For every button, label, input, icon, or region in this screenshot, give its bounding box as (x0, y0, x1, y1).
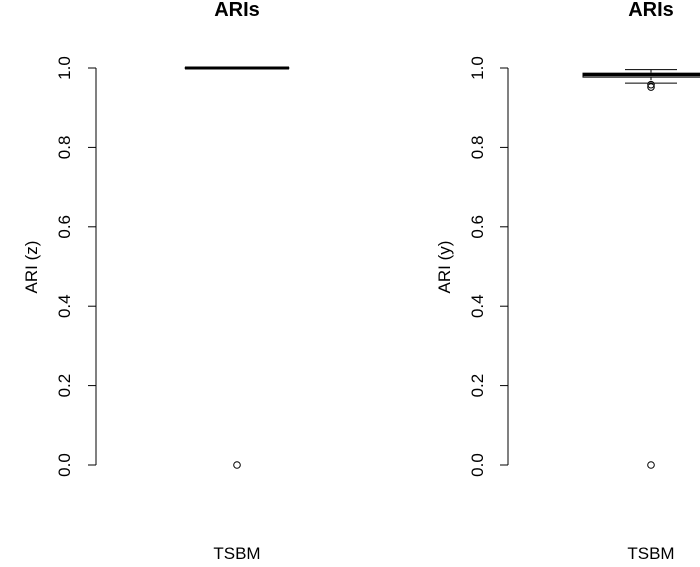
y-axis-label: ARI (y) (435, 241, 454, 294)
y-tick-label: 0.0 (55, 453, 74, 477)
y-tick-label: 0.8 (55, 136, 74, 160)
y-tick-label: 1.0 (55, 56, 74, 80)
outlier-point (647, 83, 655, 91)
outlier-point (647, 461, 655, 469)
y-tick-label: 1.0 (468, 56, 487, 80)
y-tick-label: 0.0 (468, 453, 487, 477)
y-tick-label: 0.4 (55, 294, 74, 318)
y-tick-label: 0.6 (468, 215, 487, 239)
x-category-label: TSBM (213, 544, 260, 563)
chart-title: ARIs (628, 0, 674, 21)
y-tick-label: 0.8 (468, 136, 487, 160)
chart-title: ARIs (214, 0, 260, 21)
y-tick-label: 0.2 (468, 374, 487, 398)
outlier-point (233, 461, 241, 469)
y-tick-label: 0.2 (55, 374, 74, 398)
y-tick-label: 0.4 (468, 294, 487, 318)
y-axis-label: ARI (z) (22, 241, 41, 294)
x-category-label: TSBM (627, 544, 674, 563)
outlier-point (647, 80, 655, 89)
y-tick-label: 0.6 (55, 215, 74, 239)
